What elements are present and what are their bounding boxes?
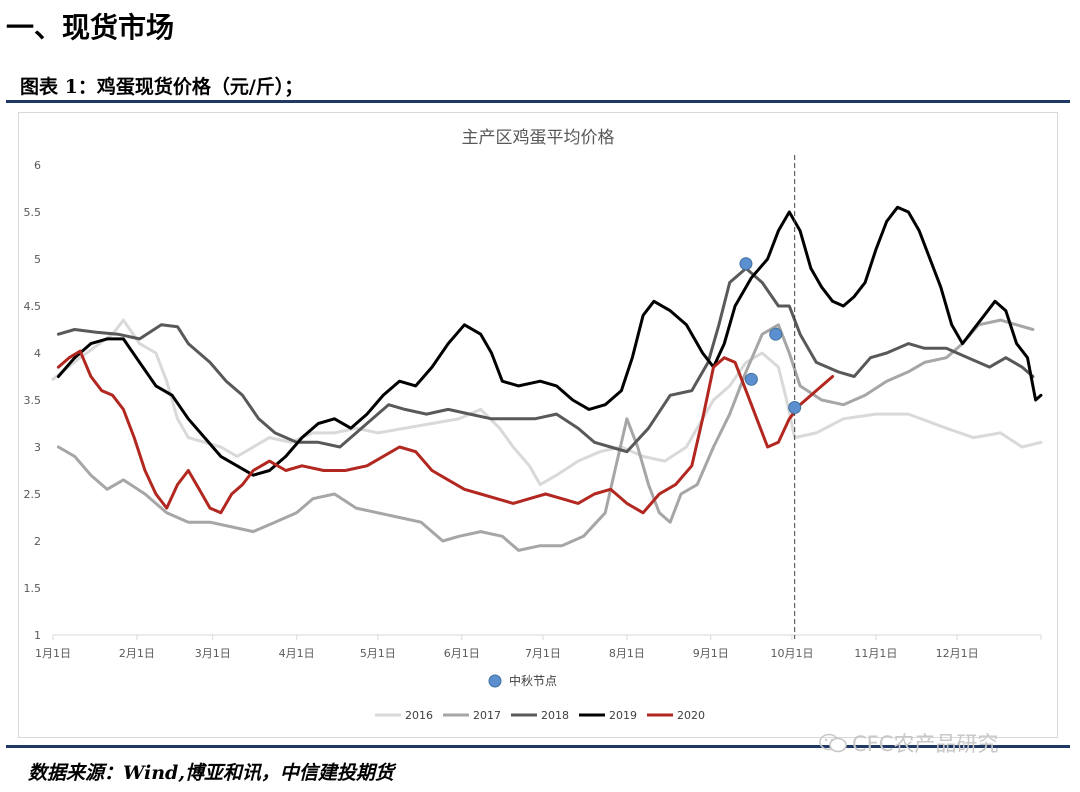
legend-label-2017: 2017 bbox=[473, 709, 501, 722]
x-tick-label-3: 4月1日 bbox=[279, 647, 315, 660]
y-tick-label-3: 2.5 bbox=[24, 488, 42, 501]
y-tick-label-7: 4.5 bbox=[24, 300, 42, 313]
legend-mid-autumn-symbol bbox=[488, 674, 502, 688]
series-line-2018 bbox=[56, 266, 1035, 454]
x-tick-label-8: 9月1日 bbox=[693, 647, 729, 660]
marker-legend: 中秋节点 bbox=[488, 673, 557, 688]
series-line-2019 bbox=[56, 205, 1043, 477]
y-tick-label-8: 5 bbox=[34, 253, 41, 266]
series-line-2020 bbox=[56, 349, 835, 515]
legend-mid-autumn-label: 中秋节点 bbox=[509, 673, 557, 688]
series-line-2016 bbox=[51, 318, 1043, 487]
line-chart: 主产区鸡蛋平均价格 1 1.5 2 2.5 3 3.5 4 4.5 5 5.5 6 1月1日 2月1日… bbox=[24, 128, 1043, 722]
series-legend: 2016 2017 2018 2019 2020 bbox=[375, 709, 705, 722]
x-tick-label-5: 6月1日 bbox=[444, 647, 480, 660]
legend-label-2019: 2019 bbox=[609, 709, 637, 722]
x-tick-label-1: 2月1日 bbox=[119, 647, 155, 660]
x-tick-label-10: 11月1日 bbox=[854, 647, 897, 660]
legend-label-2020: 2020 bbox=[677, 709, 705, 722]
wechat-icon bbox=[819, 733, 847, 753]
legend-label-2016: 2016 bbox=[405, 709, 433, 722]
y-axis: 1 1.5 2 2.5 3 3.5 4 4.5 5 5.5 6 bbox=[24, 159, 42, 642]
section-title: 一、现货市场 bbox=[6, 11, 175, 44]
chart-container: 主产区鸡蛋平均价格 1 1.5 2 2.5 3 3.5 4 4.5 5 5.5 6 1月1日 2月1日… bbox=[18, 112, 1058, 738]
y-tick-label-9: 5.5 bbox=[24, 206, 42, 219]
watermark: CFC农产品研究 bbox=[818, 728, 998, 758]
x-tick-label-6: 7月1日 bbox=[525, 647, 561, 660]
x-tick-label-11: 12月1日 bbox=[936, 647, 979, 660]
y-tick-label-0: 1 bbox=[34, 629, 41, 642]
y-tick-label-10: 6 bbox=[34, 159, 41, 172]
x-tick-label-0: 1月1日 bbox=[35, 647, 71, 660]
chart-title: 主产区鸡蛋平均价格 bbox=[462, 128, 615, 148]
mid-autumn-point-1 bbox=[744, 372, 758, 386]
y-tick-label-1: 1.5 bbox=[24, 582, 42, 595]
legend-label-2018: 2018 bbox=[541, 709, 569, 722]
y-tick-label-2: 2 bbox=[34, 535, 41, 548]
mid-autumn-point-2 bbox=[769, 327, 783, 341]
mid-autumn-point-0 bbox=[739, 257, 753, 271]
bottom-rule bbox=[6, 745, 1070, 748]
y-tick-label-5: 3.5 bbox=[24, 394, 42, 407]
x-tick-label-9: 10月1日 bbox=[770, 647, 813, 660]
x-tick-label-7: 8月1日 bbox=[609, 647, 645, 660]
mid-autumn-markers bbox=[739, 257, 802, 415]
y-tick-label-6: 4 bbox=[34, 347, 41, 360]
series-layer bbox=[51, 205, 1043, 552]
mid-autumn-point-3 bbox=[788, 401, 802, 415]
top-rule bbox=[6, 100, 1070, 103]
x-tick-label-4: 5月1日 bbox=[360, 647, 396, 660]
x-tick-label-2: 3月1日 bbox=[195, 647, 231, 660]
y-tick-label-4: 3 bbox=[34, 441, 41, 454]
series-line-2017 bbox=[56, 318, 1035, 552]
source-note: 数据来源：Wind,博亚和讯，中信建投期货 bbox=[28, 762, 394, 784]
x-axis: 1月1日 2月1日 3月1日 4月1日 5月1日 6月1日 7月1日 8月1日 9月1日 10月1… bbox=[35, 635, 1042, 660]
figure-caption: 图表 1：鸡蛋现货价格（元/斤）； bbox=[20, 76, 304, 98]
watermark-text: CFC农产品研究 bbox=[852, 732, 999, 756]
